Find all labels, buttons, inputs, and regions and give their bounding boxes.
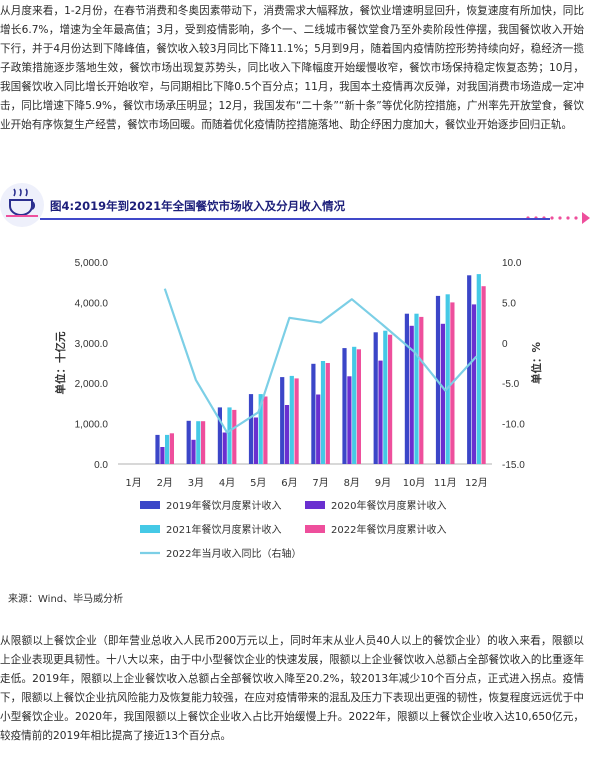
x-tick-label: 11月 [434, 477, 457, 489]
legend-2020-swatch [305, 501, 325, 509]
bar-2020-9 [378, 360, 383, 464]
y2-tick-label: 0 [502, 339, 508, 350]
intro-paragraph: 从月度来看，1-2月份，在春节消费和冬奥因素带动下，消费需求大幅释放，餐饮业增速… [0, 5, 584, 131]
legend-2021-label: 2021年餐饮月度累计收入 [166, 523, 281, 536]
bar-2019-6 [280, 377, 285, 464]
bar-2020-2 [160, 447, 165, 464]
bar-2021-10 [414, 313, 419, 464]
legend-2019-swatch [140, 501, 160, 509]
bar-2020-8 [347, 376, 352, 464]
x-tick-label: 7月 [312, 477, 328, 489]
body-paragraph: 从限额以上餐饮企业（即年营业总收入人民币200万元以上，同时年末从业人员40人以… [0, 635, 584, 742]
coffee-cup-icon [0, 183, 44, 227]
bar-2019-5 [248, 394, 254, 464]
bar-2021-2 [165, 434, 170, 464]
bar-2019-8 [342, 348, 347, 464]
bar-2022-5 [263, 396, 268, 464]
bar-2019-4 [217, 407, 222, 464]
y2-tick-label: -15.0 [502, 460, 525, 471]
legend-2022-swatch [305, 525, 325, 533]
bar-2021-11 [445, 294, 450, 464]
legend-2021-swatch [140, 525, 160, 533]
bar-2022-2 [169, 433, 174, 464]
y-axis-title: 单位：十亿元 [54, 331, 67, 394]
x-tick-label: 1月 [125, 477, 141, 489]
y-tick-label: 1,000.0 [75, 420, 109, 431]
bar-2022-7 [325, 363, 330, 464]
bar-2020-12 [471, 304, 477, 464]
bar-2021-7 [320, 361, 326, 464]
legend-2022-label: 2022年餐饮月度累计收入 [331, 523, 446, 536]
bar-2021-5 [258, 394, 263, 464]
x-tick-label: 8月 [344, 477, 360, 489]
bar-2020-4 [222, 432, 227, 464]
figure-source: 来源：Wind、毕马威分析 [8, 594, 124, 605]
bar-2021-9 [383, 330, 388, 464]
y-tick-label: 0.0 [94, 460, 108, 471]
bar-2022-12 [481, 286, 486, 464]
x-tick-label: 2月 [157, 477, 173, 489]
bar-2022-3 [201, 421, 206, 464]
y2-tick-label: 10.0 [502, 258, 522, 269]
y2-tick-label: 5.0 [502, 298, 516, 309]
bar-2020-10 [409, 325, 414, 464]
bar-2020-11 [440, 323, 445, 464]
figure-title: 图4:2019年到2021年全国餐饮市场收入及分月收入情况 [50, 199, 346, 213]
bar-2020-5 [253, 417, 258, 464]
y-tick-label: 5,000.0 [75, 258, 109, 269]
y-tick-label: 4,000.0 [75, 298, 109, 309]
x-tick-label: 5月 [250, 477, 266, 489]
title-underline [40, 218, 550, 220]
bar-2021-6 [289, 375, 294, 464]
bar-2021-3 [196, 421, 201, 464]
bar-2019-7 [311, 363, 316, 464]
bar-2022-8 [356, 349, 361, 464]
x-tick-label: 12月 [465, 477, 488, 489]
bar-2021-12 [476, 274, 481, 464]
legend-2020-label: 2020年餐饮月度累计收入 [331, 499, 446, 512]
x-tick-label: 9月 [375, 477, 391, 489]
bar-2019-2 [155, 434, 160, 464]
y-tick-label: 3,000.0 [75, 339, 109, 350]
bar-2021-4 [227, 407, 232, 464]
y2-tick-label: -5.0 [502, 379, 520, 390]
legend-2019-label: 2019年餐饮月度累计收入 [166, 499, 281, 512]
revenue-chart: 0.0 1,000.0 2,000.0 3,000.0 4,000.0 5,000.0 -1… [54, 258, 543, 560]
bar-2020-6 [284, 405, 290, 464]
x-tick-label: 10月 [403, 477, 426, 489]
y-tick-label: 2,000.0 [75, 379, 109, 390]
bar-2022-9 [388, 334, 393, 464]
y2-tick-label: -10.0 [502, 420, 525, 431]
bar-2019-3 [186, 420, 191, 464]
x-tick-label: 6月 [281, 477, 297, 489]
y2-axis-title: 单位：% [530, 342, 543, 384]
bar-2019-10 [404, 313, 409, 464]
x-tick-label: 4月 [219, 477, 235, 489]
x-tick-label: 3月 [188, 477, 204, 489]
bar-2021-8 [352, 346, 357, 464]
bar-2020-7 [316, 394, 321, 464]
bar-2019-9 [373, 332, 378, 464]
bar-2019-12 [467, 275, 472, 464]
bar-2022-10 [419, 316, 424, 464]
bar-2022-4 [232, 409, 237, 464]
bar-2022-6 [294, 378, 299, 464]
bar-2020-3 [191, 439, 196, 464]
yoy-growth-line [163, 288, 478, 434]
legend-line-label: 2022年当月收入同比（右轴） [166, 547, 301, 560]
